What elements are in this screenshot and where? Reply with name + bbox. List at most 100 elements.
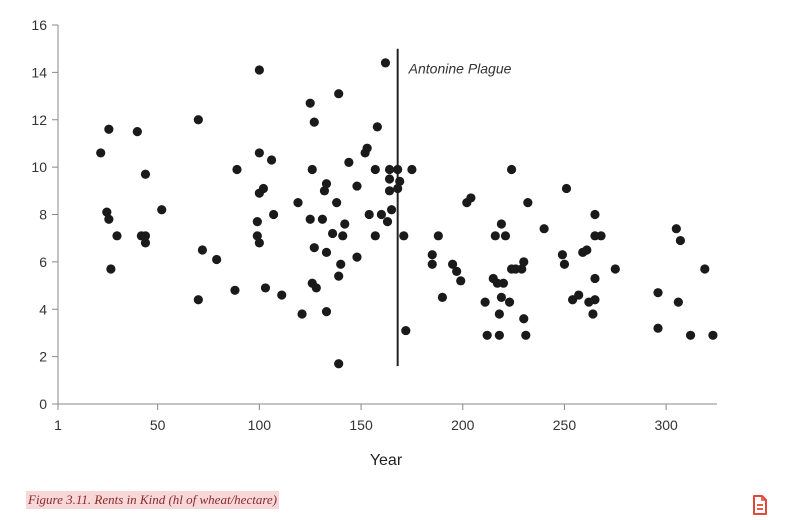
data-point xyxy=(254,148,264,158)
data-point xyxy=(230,285,240,295)
data-point xyxy=(653,323,663,333)
data-point xyxy=(582,245,592,255)
y-tick-label: 0 xyxy=(39,396,47,412)
data-point xyxy=(496,219,507,229)
data-point xyxy=(104,124,114,134)
data-point xyxy=(106,264,116,274)
data-point xyxy=(197,245,208,255)
data-point xyxy=(384,186,395,196)
data-point xyxy=(494,330,504,340)
data-point xyxy=(498,278,509,288)
data-point xyxy=(466,193,476,203)
data-point xyxy=(140,238,151,248)
data-point xyxy=(588,309,598,319)
data-point xyxy=(319,186,330,196)
document-icon[interactable] xyxy=(752,495,768,515)
data-point xyxy=(671,224,681,234)
data-point xyxy=(393,183,403,194)
data-point xyxy=(268,209,279,220)
data-point xyxy=(321,247,332,257)
x-tick-label: 100 xyxy=(248,417,272,433)
data-point xyxy=(96,148,106,158)
data-point xyxy=(708,330,718,340)
data-point xyxy=(260,283,271,293)
data-point xyxy=(332,198,342,208)
data-point xyxy=(370,164,380,175)
data-point xyxy=(317,214,328,224)
data-point xyxy=(140,169,151,179)
data-point xyxy=(382,217,393,227)
data-point xyxy=(340,219,350,229)
y-tick-label: 14 xyxy=(31,64,47,80)
data-point xyxy=(327,228,338,239)
y-tick-label: 12 xyxy=(31,112,47,128)
data-point xyxy=(193,295,203,305)
data-point xyxy=(266,155,277,165)
data-point xyxy=(494,309,504,319)
x-tick-label: 50 xyxy=(150,417,166,433)
data-point xyxy=(334,89,344,99)
data-point xyxy=(232,164,242,175)
data-point xyxy=(305,214,315,224)
data-point xyxy=(140,231,151,241)
data-point xyxy=(338,231,348,241)
data-point xyxy=(521,330,531,340)
annotation-layer: Antonine Plague xyxy=(396,48,512,367)
data-point xyxy=(427,259,437,269)
data-point xyxy=(334,271,344,281)
data-point xyxy=(258,183,269,194)
data-point xyxy=(519,314,529,324)
data-point xyxy=(362,143,372,153)
data-point xyxy=(352,252,362,262)
data-point xyxy=(384,174,395,184)
data-point xyxy=(307,164,317,175)
data-point xyxy=(519,257,529,267)
data-point xyxy=(293,198,303,208)
data-point xyxy=(372,122,382,132)
data-point xyxy=(380,58,391,68)
x-tick-label: 250 xyxy=(553,417,577,433)
y-tick-label: 8 xyxy=(39,207,47,223)
data-point xyxy=(557,250,568,260)
data-point xyxy=(252,231,262,241)
data-point xyxy=(496,292,507,303)
data-point xyxy=(386,205,397,215)
data-point xyxy=(384,164,395,175)
data-point xyxy=(653,288,663,298)
plague-marker-label: Antonine Plague xyxy=(408,61,512,77)
data-point xyxy=(344,157,354,167)
data-point xyxy=(104,214,114,224)
x-tick-label: 150 xyxy=(349,417,373,433)
data-point xyxy=(297,309,307,319)
data-point xyxy=(102,207,112,217)
data-point xyxy=(321,307,332,317)
data-point xyxy=(399,231,409,241)
data-point xyxy=(539,224,549,234)
data-point xyxy=(157,205,167,215)
data-point xyxy=(309,243,319,253)
data-point xyxy=(437,292,448,303)
figure-caption: Figure 3.11. Rents in Kind (hl of wheat/… xyxy=(26,491,280,509)
data-point xyxy=(452,266,462,276)
data-point xyxy=(500,231,511,241)
data-point xyxy=(254,65,264,75)
data-point xyxy=(193,115,203,125)
data-point xyxy=(376,209,386,220)
data-point xyxy=(370,231,380,241)
data-points xyxy=(96,58,718,369)
data-point xyxy=(610,264,620,274)
y-tick-label: 2 xyxy=(39,349,47,365)
data-point xyxy=(504,297,515,307)
x-tick-label: 1 xyxy=(54,417,62,433)
data-point xyxy=(132,126,142,137)
data-point xyxy=(427,250,437,260)
data-point xyxy=(254,238,264,248)
data-point xyxy=(700,264,710,274)
data-point xyxy=(456,276,466,286)
x-tick-label: 200 xyxy=(451,417,475,433)
data-point xyxy=(559,259,570,269)
data-point xyxy=(336,259,346,269)
data-point xyxy=(321,179,332,189)
